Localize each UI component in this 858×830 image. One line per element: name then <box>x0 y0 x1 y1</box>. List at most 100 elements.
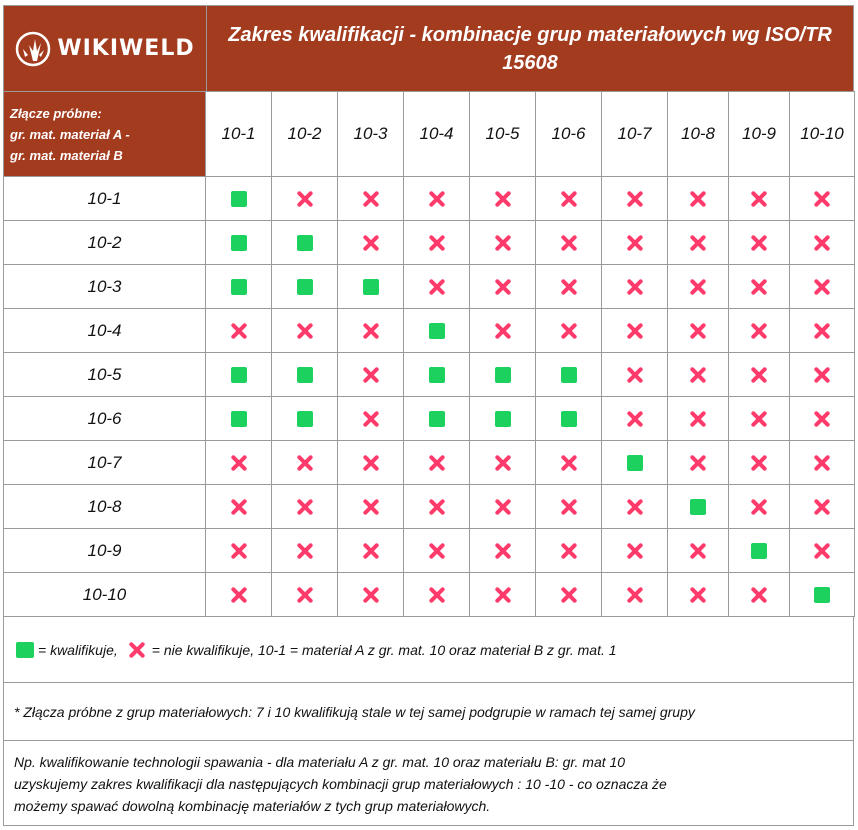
red-cross-icon <box>689 322 707 340</box>
corner-label: Złącze próbne: gr. mat. materiał A - gr.… <box>3 91 206 177</box>
table-cell <box>789 572 855 617</box>
red-cross-icon <box>428 498 446 516</box>
table-cell <box>403 176 470 221</box>
column-header-row: Złącze próbne: gr. mat. materiał A - gr.… <box>3 91 855 177</box>
red-cross-icon <box>750 366 768 384</box>
red-cross-icon <box>750 190 768 208</box>
table-cell <box>337 308 404 353</box>
red-cross-icon <box>750 278 768 296</box>
table-cell <box>789 484 855 529</box>
table-cell <box>601 484 668 529</box>
red-cross-icon <box>560 190 578 208</box>
table-cell <box>271 396 338 441</box>
column-header: 10-5 <box>469 91 536 177</box>
red-cross-icon <box>428 454 446 472</box>
table-cell <box>469 308 536 353</box>
table-cell <box>205 572 272 617</box>
column-header: 10-10 <box>789 91 855 177</box>
green-square-icon <box>494 367 511 384</box>
table-cell <box>205 396 272 441</box>
red-cross-icon <box>560 234 578 252</box>
table-cell <box>728 176 790 221</box>
red-cross-icon <box>813 410 831 428</box>
table-cell <box>667 396 729 441</box>
red-cross-icon <box>813 278 831 296</box>
green-square-icon <box>296 279 313 296</box>
table-cell <box>667 484 729 529</box>
red-cross-icon <box>689 366 707 384</box>
qualification-sheet: WIKIWELD Zakres kwalifikacji - kombinacj… <box>3 5 855 826</box>
red-cross-icon <box>494 542 512 560</box>
red-cross-icon <box>750 498 768 516</box>
row-header: 10-4 <box>3 308 206 353</box>
column-header: 10-9 <box>728 91 790 177</box>
logo-cell: WIKIWELD <box>4 6 207 91</box>
table-cell <box>601 396 668 441</box>
red-cross-icon <box>560 454 578 472</box>
table-cell <box>601 220 668 265</box>
table-cell <box>337 264 404 309</box>
red-cross-icon <box>626 586 644 604</box>
qualification-table: Złącze próbne: gr. mat. materiał A - gr.… <box>3 91 855 617</box>
red-cross-icon <box>813 366 831 384</box>
row-header: 10-7 <box>3 440 206 485</box>
green-square-icon <box>16 641 34 658</box>
table-cell <box>601 528 668 573</box>
table-cell <box>535 528 602 573</box>
table-cell <box>601 572 668 617</box>
green-square-icon <box>428 323 445 340</box>
table-cell <box>469 264 536 309</box>
table-cell <box>728 396 790 441</box>
table-cell <box>789 264 855 309</box>
table-cell <box>789 396 855 441</box>
row-header: 10-3 <box>3 264 206 309</box>
red-cross-icon <box>362 410 380 428</box>
red-cross-icon <box>626 322 644 340</box>
table-cell <box>601 308 668 353</box>
table-cell <box>403 396 470 441</box>
red-cross-icon <box>560 498 578 516</box>
table-cell <box>535 440 602 485</box>
table-cell <box>728 484 790 529</box>
red-cross-icon <box>230 498 248 516</box>
row-header: 10-2 <box>3 220 206 265</box>
red-cross-icon <box>128 641 146 659</box>
red-cross-icon <box>626 234 644 252</box>
table-cell <box>469 352 536 397</box>
red-cross-icon <box>428 586 446 604</box>
table-cell <box>469 484 536 529</box>
green-square-icon <box>296 235 313 252</box>
brand-name: WIKIWELD <box>57 36 195 61</box>
red-cross-icon <box>626 366 644 384</box>
corner-label-line: gr. mat. materiał A - <box>10 126 130 142</box>
logo[interactable]: WIKIWELD <box>15 31 194 67</box>
table-cell <box>469 176 536 221</box>
red-cross-icon <box>626 410 644 428</box>
table-cell <box>271 176 338 221</box>
table-cell <box>469 528 536 573</box>
red-cross-icon <box>362 366 380 384</box>
red-cross-icon <box>362 322 380 340</box>
table-cell <box>337 572 404 617</box>
table-cell <box>728 528 790 573</box>
green-square-icon <box>230 411 247 428</box>
column-header: 10-1 <box>205 91 272 177</box>
table-row: 10-5 <box>3 352 855 397</box>
red-cross-icon <box>362 190 380 208</box>
red-cross-icon <box>362 586 380 604</box>
table-row: 10-4 <box>3 308 855 353</box>
example-line: możemy spawać dowolną kombinację materia… <box>14 798 491 814</box>
red-cross-icon <box>813 234 831 252</box>
table-cell <box>469 220 536 265</box>
table-cell <box>337 396 404 441</box>
example-line: Np. kwalifikowanie technologii spawania … <box>14 754 626 770</box>
table-cell <box>535 484 602 529</box>
table-cell <box>271 220 338 265</box>
table-cell <box>205 440 272 485</box>
table-cell <box>789 176 855 221</box>
table-cell <box>667 220 729 265</box>
column-header: 10-6 <box>535 91 602 177</box>
red-cross-icon <box>560 586 578 604</box>
table-cell <box>535 264 602 309</box>
table-cell <box>667 440 729 485</box>
